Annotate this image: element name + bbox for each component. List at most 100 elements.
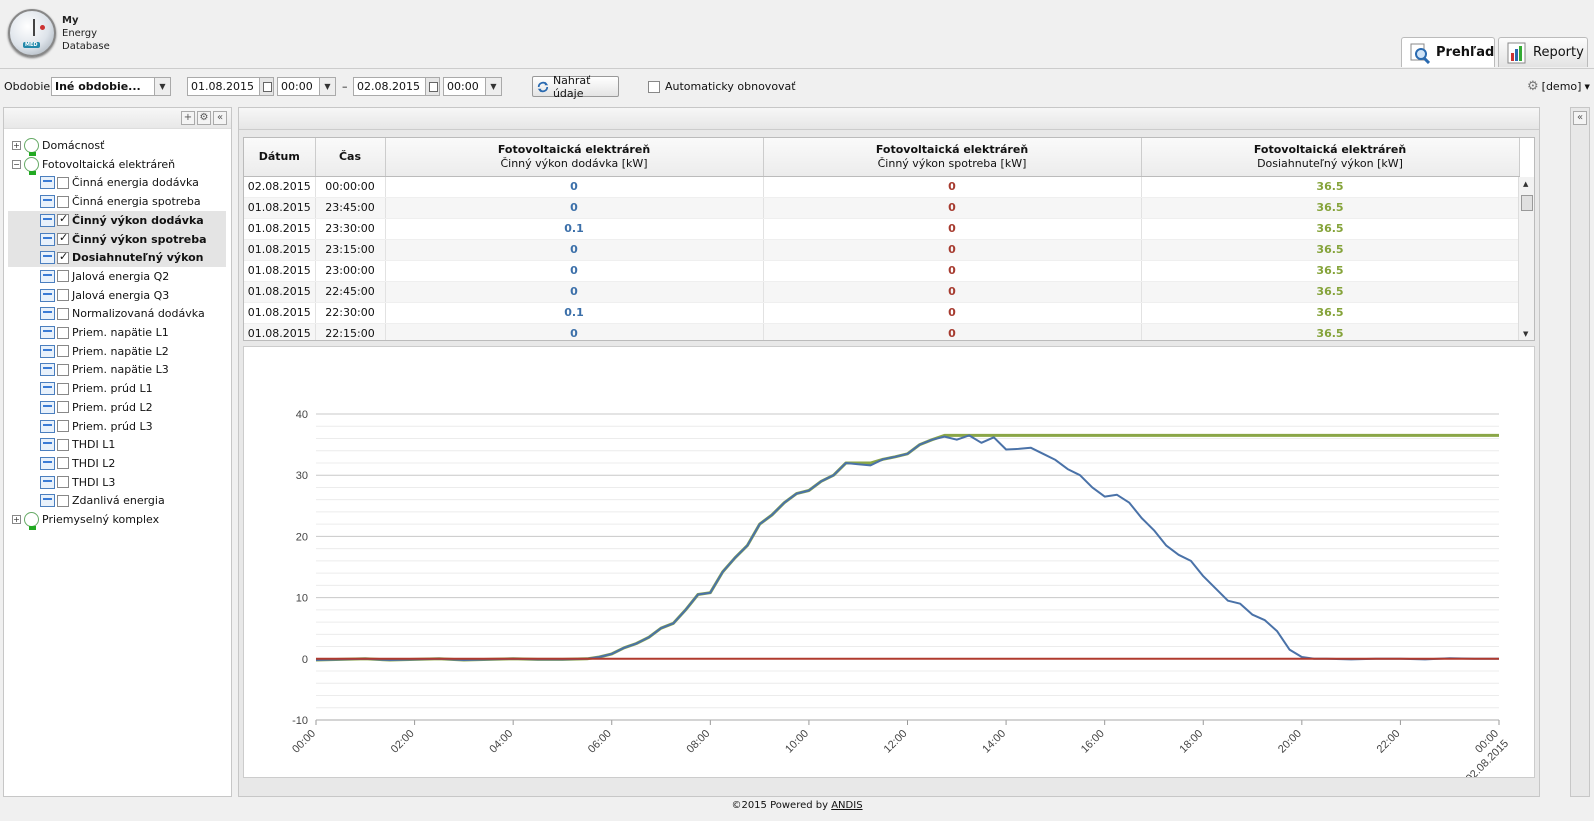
tree-item[interactable]: Dosiahnuteľný výkon <box>8 248 226 268</box>
tree-item-checkbox[interactable] <box>57 438 69 451</box>
expand-icon[interactable]: + <box>12 515 21 524</box>
table-row[interactable]: 02.08.2015 00:00:00 0 0 36.5 <box>244 176 1520 198</box>
tree-root-node[interactable]: + Domácnosť <box>12 136 104 156</box>
tree-item-checkbox[interactable] <box>57 250 69 264</box>
col-header-achievable-power[interactable]: Fotovoltaická elektráreň Dosiahnuteľný vý… <box>1141 138 1520 177</box>
date-to-value: 02.08.2015 <box>357 80 420 93</box>
meter-icon <box>40 326 55 339</box>
auto-refresh-checkbox[interactable] <box>648 80 660 93</box>
expand-panel-icon[interactable]: « <box>1573 111 1587 125</box>
tree-item[interactable]: Priem. prúd L1 <box>8 379 226 398</box>
tree-item[interactable]: Priem. napätie L2 <box>8 342 226 361</box>
time-from-select[interactable]: 00:00 ▼ <box>277 77 336 96</box>
tree-item[interactable]: Činná energia dodávka <box>8 173 226 192</box>
logo-gauge-icon: MED <box>8 9 56 57</box>
col-header-date[interactable]: Dátum <box>244 138 316 177</box>
scroll-down-icon[interactable]: ▼ <box>1523 330 1529 338</box>
tree-item-checkbox[interactable] <box>57 270 69 283</box>
cell-consumption: 0 <box>763 176 1142 198</box>
scrollbar-thumb[interactable] <box>1521 195 1533 211</box>
tree-item-checkbox[interactable] <box>57 457 69 470</box>
y-tick-label: 40 <box>296 409 308 421</box>
cell-achievable: 36.5 <box>1141 260 1520 282</box>
tree-item-checkbox[interactable] <box>57 231 69 245</box>
tree-item-checkbox[interactable] <box>57 289 69 302</box>
cell-supply: 0 <box>385 323 764 340</box>
tree-item[interactable]: Činná energia spotreba <box>8 192 226 211</box>
tree-item[interactable]: Činný výkon spotreba <box>8 229 226 249</box>
tree-item[interactable]: Priem. prúd L3 <box>8 417 226 436</box>
logo-line-2: Energy <box>62 28 98 39</box>
meter-icon <box>40 456 55 470</box>
settings-icon[interactable]: ⚙ <box>197 111 211 125</box>
tab-reports[interactable]: Reporty <box>1498 37 1588 67</box>
tree-item-checkbox[interactable] <box>57 326 69 339</box>
cell-supply: 0 <box>385 239 764 261</box>
cell-time: 23:45:00 <box>315 197 386 219</box>
period-select[interactable]: Iné obdobie... ▼ <box>51 77 171 96</box>
calendar-icon[interactable] <box>425 78 439 95</box>
load-data-button[interactable]: Nahrať údaje <box>532 74 619 100</box>
meter-icon <box>40 494 55 508</box>
tree-item-checkbox[interactable] <box>57 401 69 414</box>
time-to-select[interactable]: 00:00 ▼ <box>443 77 502 96</box>
tree-root-node[interactable]: + Priemyselný komplex <box>12 510 159 530</box>
calendar-icon[interactable] <box>259 78 273 95</box>
tree-item-label: Jalová energia Q2 <box>72 269 170 283</box>
table-row[interactable]: 01.08.2015 23:00:00 0 0 36.5 <box>244 260 1520 282</box>
tree-item-checkbox[interactable] <box>57 382 69 395</box>
tree-item-checkbox[interactable] <box>57 307 69 320</box>
col-header-active-power-supply[interactable]: Fotovoltaická elektráreň Činný výkon dodá… <box>385 138 764 177</box>
table-row[interactable]: 01.08.2015 22:15:00 0 0 36.5 <box>244 323 1520 340</box>
tree-item[interactable]: THDI L2 <box>8 454 226 473</box>
table-row[interactable]: 01.08.2015 23:15:00 0 0 36.5 <box>244 239 1520 261</box>
col-header-time[interactable]: Čas <box>315 138 386 177</box>
tree-item[interactable]: Jalová energia Q2 <box>8 267 226 286</box>
tree-item-label: Priem. prúd L1 <box>72 382 153 396</box>
tree-item[interactable]: THDI L3 <box>8 473 226 492</box>
tree-item-checkbox[interactable] <box>57 195 69 208</box>
tree-item-label: Činná energia spotreba <box>72 195 201 209</box>
date-to-input[interactable]: 02.08.2015 <box>353 77 440 96</box>
user-menu[interactable]: ⚙ [demo] ▼ <box>1527 77 1590 96</box>
table-row[interactable]: 01.08.2015 22:45:00 0 0 36.5 <box>244 281 1520 303</box>
cell-achievable: 36.5 <box>1141 176 1520 198</box>
collapse-sidebar-icon[interactable]: « <box>213 111 227 125</box>
date-from-input[interactable]: 01.08.2015 <box>187 77 274 96</box>
grid-scrollbar[interactable]: ▲ ▼ <box>1518 177 1534 340</box>
expand-icon[interactable]: + <box>12 141 21 150</box>
location-node-icon <box>24 156 39 175</box>
tree-item-checkbox[interactable] <box>57 363 69 376</box>
location-node-icon <box>24 138 39 156</box>
footer-link[interactable]: ANDIS <box>831 800 863 811</box>
tree-item[interactable]: Normalizovaná dodávka <box>8 304 226 323</box>
tab-overview[interactable]: Prehľad <box>1401 37 1495 67</box>
tree-item[interactable]: Činný výkon dodávka <box>8 210 226 230</box>
tree-item-checkbox[interactable] <box>57 176 69 189</box>
x-tick-label: 04:00 <box>487 728 515 756</box>
tree-item[interactable]: Priem. napätie L3 <box>8 360 226 379</box>
tree-item-checkbox[interactable] <box>57 345 69 358</box>
expand-all-icon[interactable]: + <box>181 111 195 125</box>
tree-root-node[interactable]: − Fotovoltaická elektráreň <box>12 155 175 175</box>
scroll-up-icon[interactable]: ▲ <box>1523 180 1529 188</box>
tree-item-checkbox[interactable] <box>57 476 69 489</box>
tree-item[interactable]: Priem. prúd L2 <box>8 398 226 417</box>
tree-item[interactable]: Priem. napätie L1 <box>8 323 226 342</box>
meter-icon <box>40 176 55 190</box>
collapse-icon[interactable]: − <box>12 159 21 169</box>
tree-item[interactable]: Jalová energia Q3 <box>8 286 226 305</box>
tree-item-checkbox[interactable] <box>57 494 69 507</box>
auto-refresh-toggle[interactable]: Automaticky obnovovať <box>648 77 796 96</box>
tree-item-label: Priem. prúd L3 <box>72 419 153 433</box>
range-dash: – <box>342 80 348 93</box>
col-header-active-power-consumption[interactable]: Fotovoltaická elektráreň Činný výkon spot… <box>763 138 1142 177</box>
table-row[interactable]: 01.08.2015 22:30:00 0.1 0 36.5 <box>244 302 1520 324</box>
table-row[interactable]: 01.08.2015 23:45:00 0 0 36.5 <box>244 197 1520 219</box>
col3-subtitle: Dosiahnuteľný výkon [kW] <box>1257 156 1403 170</box>
tree-item-checkbox[interactable] <box>57 212 69 227</box>
tree-item[interactable]: Zdanlivá energia <box>8 491 226 510</box>
tree-item-checkbox[interactable] <box>57 420 69 432</box>
table-row[interactable]: 01.08.2015 23:30:00 0.1 0 36.5 <box>244 218 1520 240</box>
tree-item[interactable]: THDI L1 <box>8 435 226 454</box>
